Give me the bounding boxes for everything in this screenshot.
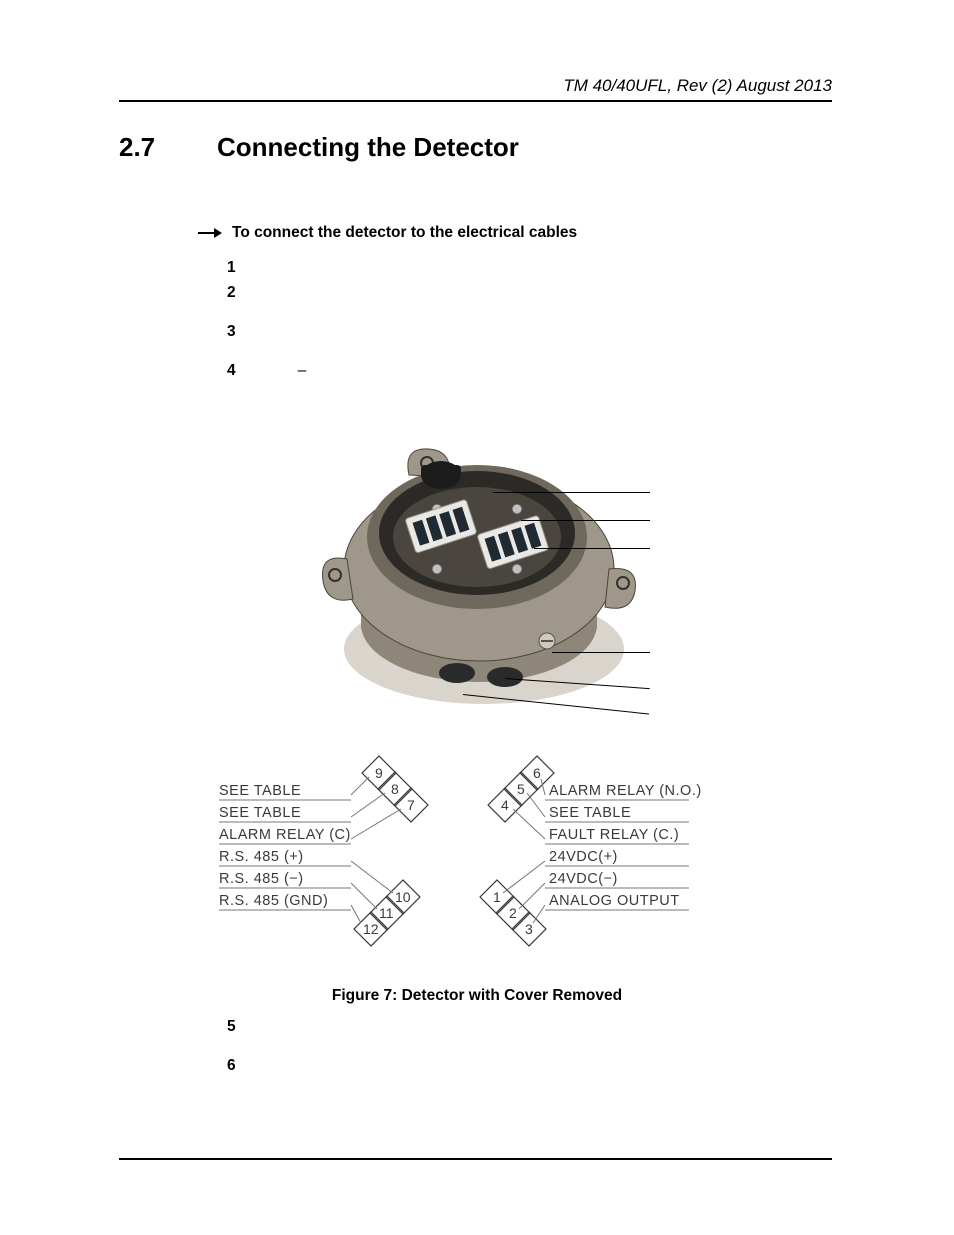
step-number: 2 [227, 285, 306, 303]
step-number: 1 [227, 260, 306, 278]
figure-photo [309, 419, 641, 729]
step-number: 6 [227, 1058, 236, 1076]
section-number: 2.7 [119, 132, 217, 163]
terminal-label: ANALOG OUTPUT [549, 893, 680, 909]
svg-text:9: 9 [375, 765, 383, 781]
svg-text:12: 12 [363, 921, 379, 937]
page-footer-rule [119, 1158, 832, 1160]
svg-text:1: 1 [493, 889, 501, 905]
figure-caption: Figure 7: Detector with Cover Removed [0, 987, 954, 1005]
step-number: 3 [227, 324, 306, 342]
page-header-text: TM 40/40UFL, Rev (2) August 2013 [563, 76, 832, 96]
terminal-left-pins: 9 8 7 10 [351, 756, 428, 946]
terminal-label: SEE TABLE [219, 805, 301, 821]
procedure-steps-block-2: 5 6 [227, 1019, 236, 1083]
svg-text:7: 7 [407, 797, 415, 813]
page-header-rule [119, 100, 832, 102]
step-number: 5 [227, 1019, 236, 1037]
terminal-label: 24VDC(−) [549, 871, 618, 887]
terminal-label: 24VDC(+) [549, 849, 618, 865]
callout-leader [552, 652, 650, 653]
callout-leader [534, 548, 650, 549]
section-heading: 2.7Connecting the Detector [119, 132, 519, 163]
svg-text:6: 6 [533, 765, 541, 781]
terminal-right-labels: ALARM RELAY (N.O.) SEE TABLE FAULT RELAY… [545, 783, 702, 910]
terminal-label: ALARM RELAY (N.O.) [549, 783, 702, 799]
terminal-label: SEE TABLE [219, 783, 301, 799]
lead-arrow-icon [198, 228, 222, 238]
svg-text:8: 8 [391, 781, 399, 797]
terminal-label: R.S. 485 (GND) [219, 893, 328, 909]
terminal-label: ALARM RELAY (C) [219, 827, 351, 843]
svg-text:3: 3 [525, 921, 533, 937]
terminal-right-pins: 6 5 4 1 [480, 756, 554, 946]
svg-text:11: 11 [379, 905, 394, 921]
section-title: Connecting the Detector [217, 132, 519, 162]
terminal-label: SEE TABLE [549, 805, 631, 821]
callout-leader [521, 520, 650, 521]
step-number: 4– [227, 363, 306, 381]
terminal-diagram: SEE TABLE SEE TABLE ALARM RELAY (C) R.S.… [219, 765, 799, 969]
procedure-lead: To connect the detector to the electrica… [198, 224, 577, 242]
terminal-label: R.S. 485 (−) [219, 871, 304, 887]
callout-leader [493, 492, 650, 493]
svg-text:4: 4 [501, 797, 509, 813]
svg-text:2: 2 [509, 905, 517, 921]
svg-text:5: 5 [517, 781, 525, 797]
terminal-label: FAULT RELAY (C.) [549, 827, 679, 843]
procedure-steps-block-1: 1 2 3 4– [227, 260, 306, 388]
terminal-label: R.S. 485 (+) [219, 849, 304, 865]
terminal-left-labels: SEE TABLE SEE TABLE ALARM RELAY (C) R.S.… [219, 783, 351, 910]
svg-text:10: 10 [395, 889, 411, 905]
procedure-lead-text: To connect the detector to the electrica… [232, 224, 577, 242]
